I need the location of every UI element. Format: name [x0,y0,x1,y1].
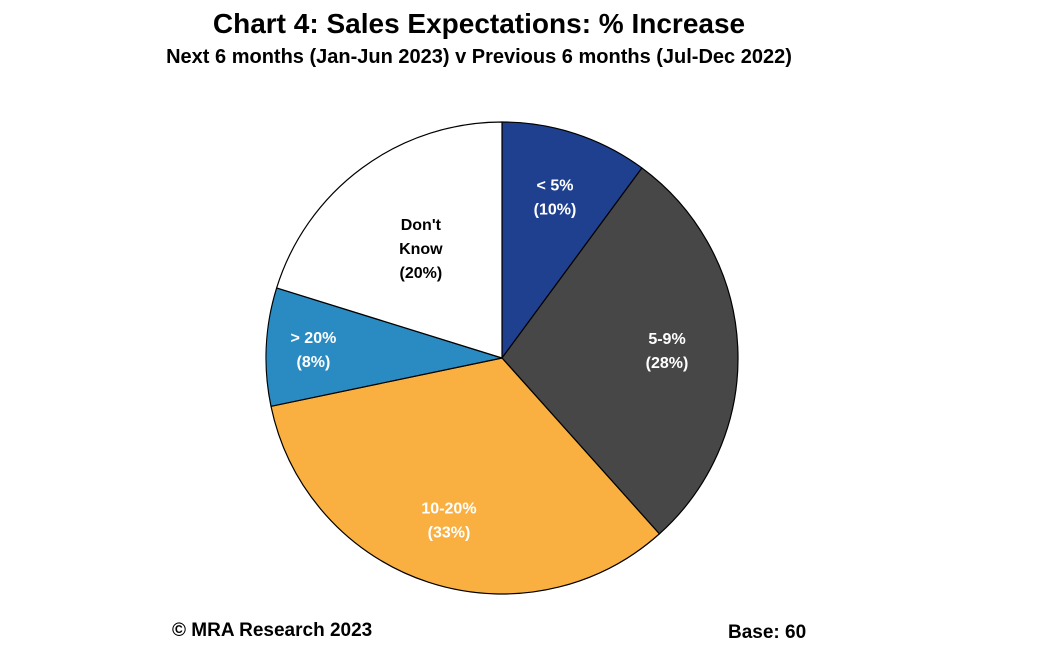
pie-slices [265,121,739,595]
pie-slice-3 [265,287,503,407]
slice-category-label: Don't [401,217,442,234]
pie-labels: < 5% (10%) 5-9% (28%) 10-20% (33%) > 20% (8%) Do… [291,178,689,542]
slice-category-label: > 20% [291,330,337,347]
slice-value-label: (28%) [646,355,689,372]
chart-subtitle: Next 6 months (Jan-Jun 2023) v Previous … [166,46,792,68]
slice-value-label: (20%) [399,265,442,282]
slice-value-label: (10%) [534,202,577,219]
copyright-note: © MRA Research 2023 [172,620,373,641]
slice-value-label: (33%) [428,524,471,541]
pie-slice-1 [501,167,739,535]
slice-category-label: Know [399,241,443,258]
slice-category-label: 5-9% [648,331,685,348]
slice-label-3: > 20% (8%) [291,330,337,371]
slice-label-1: 5-9% (28%) [646,331,689,372]
slice-category-label: < 5% [537,178,574,195]
slice-value-label: (8%) [297,354,331,371]
base-note: Base: 60 [728,622,807,643]
pie-slice-0 [501,121,643,359]
pie-slice-4 [276,121,503,359]
pie-slice-2 [270,357,660,595]
slice-label-0: < 5% (10%) [534,178,577,219]
slice-label-4: Don't Know (20%) [399,217,443,282]
slice-category-label: 10-20% [421,500,476,517]
chart-title: Chart 4: Sales Expectations: % Increase [212,8,746,39]
slice-label-2: 10-20% (33%) [421,500,476,541]
